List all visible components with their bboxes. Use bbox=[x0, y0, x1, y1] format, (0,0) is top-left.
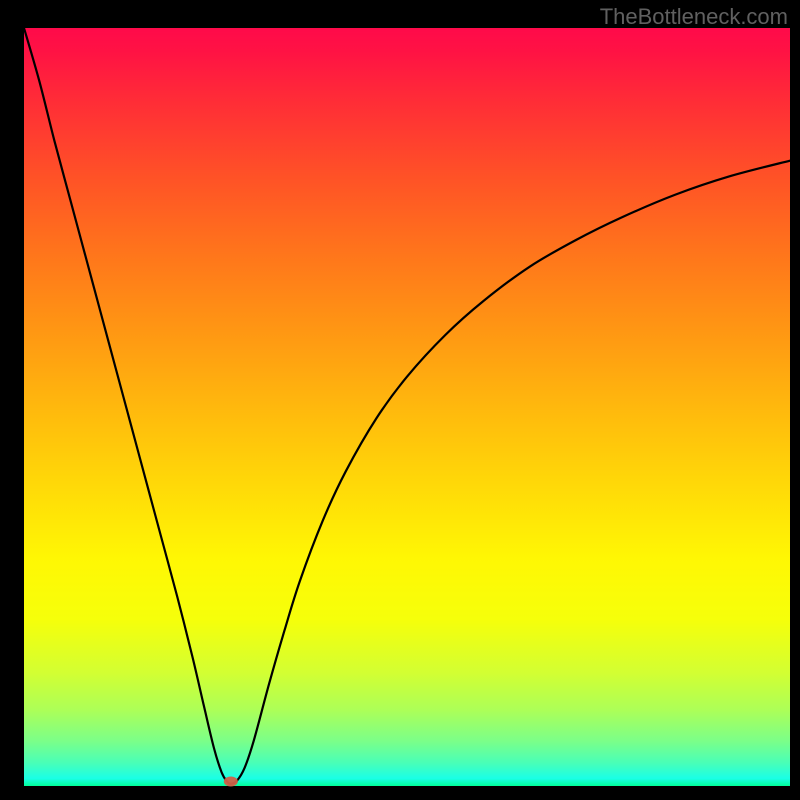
optimum-marker bbox=[224, 776, 238, 786]
bottleneck-curve bbox=[24, 28, 790, 784]
watermark-text: TheBottleneck.com bbox=[600, 4, 788, 30]
chart-container: TheBottleneck.com bbox=[0, 0, 800, 800]
curve-layer bbox=[0, 0, 800, 800]
